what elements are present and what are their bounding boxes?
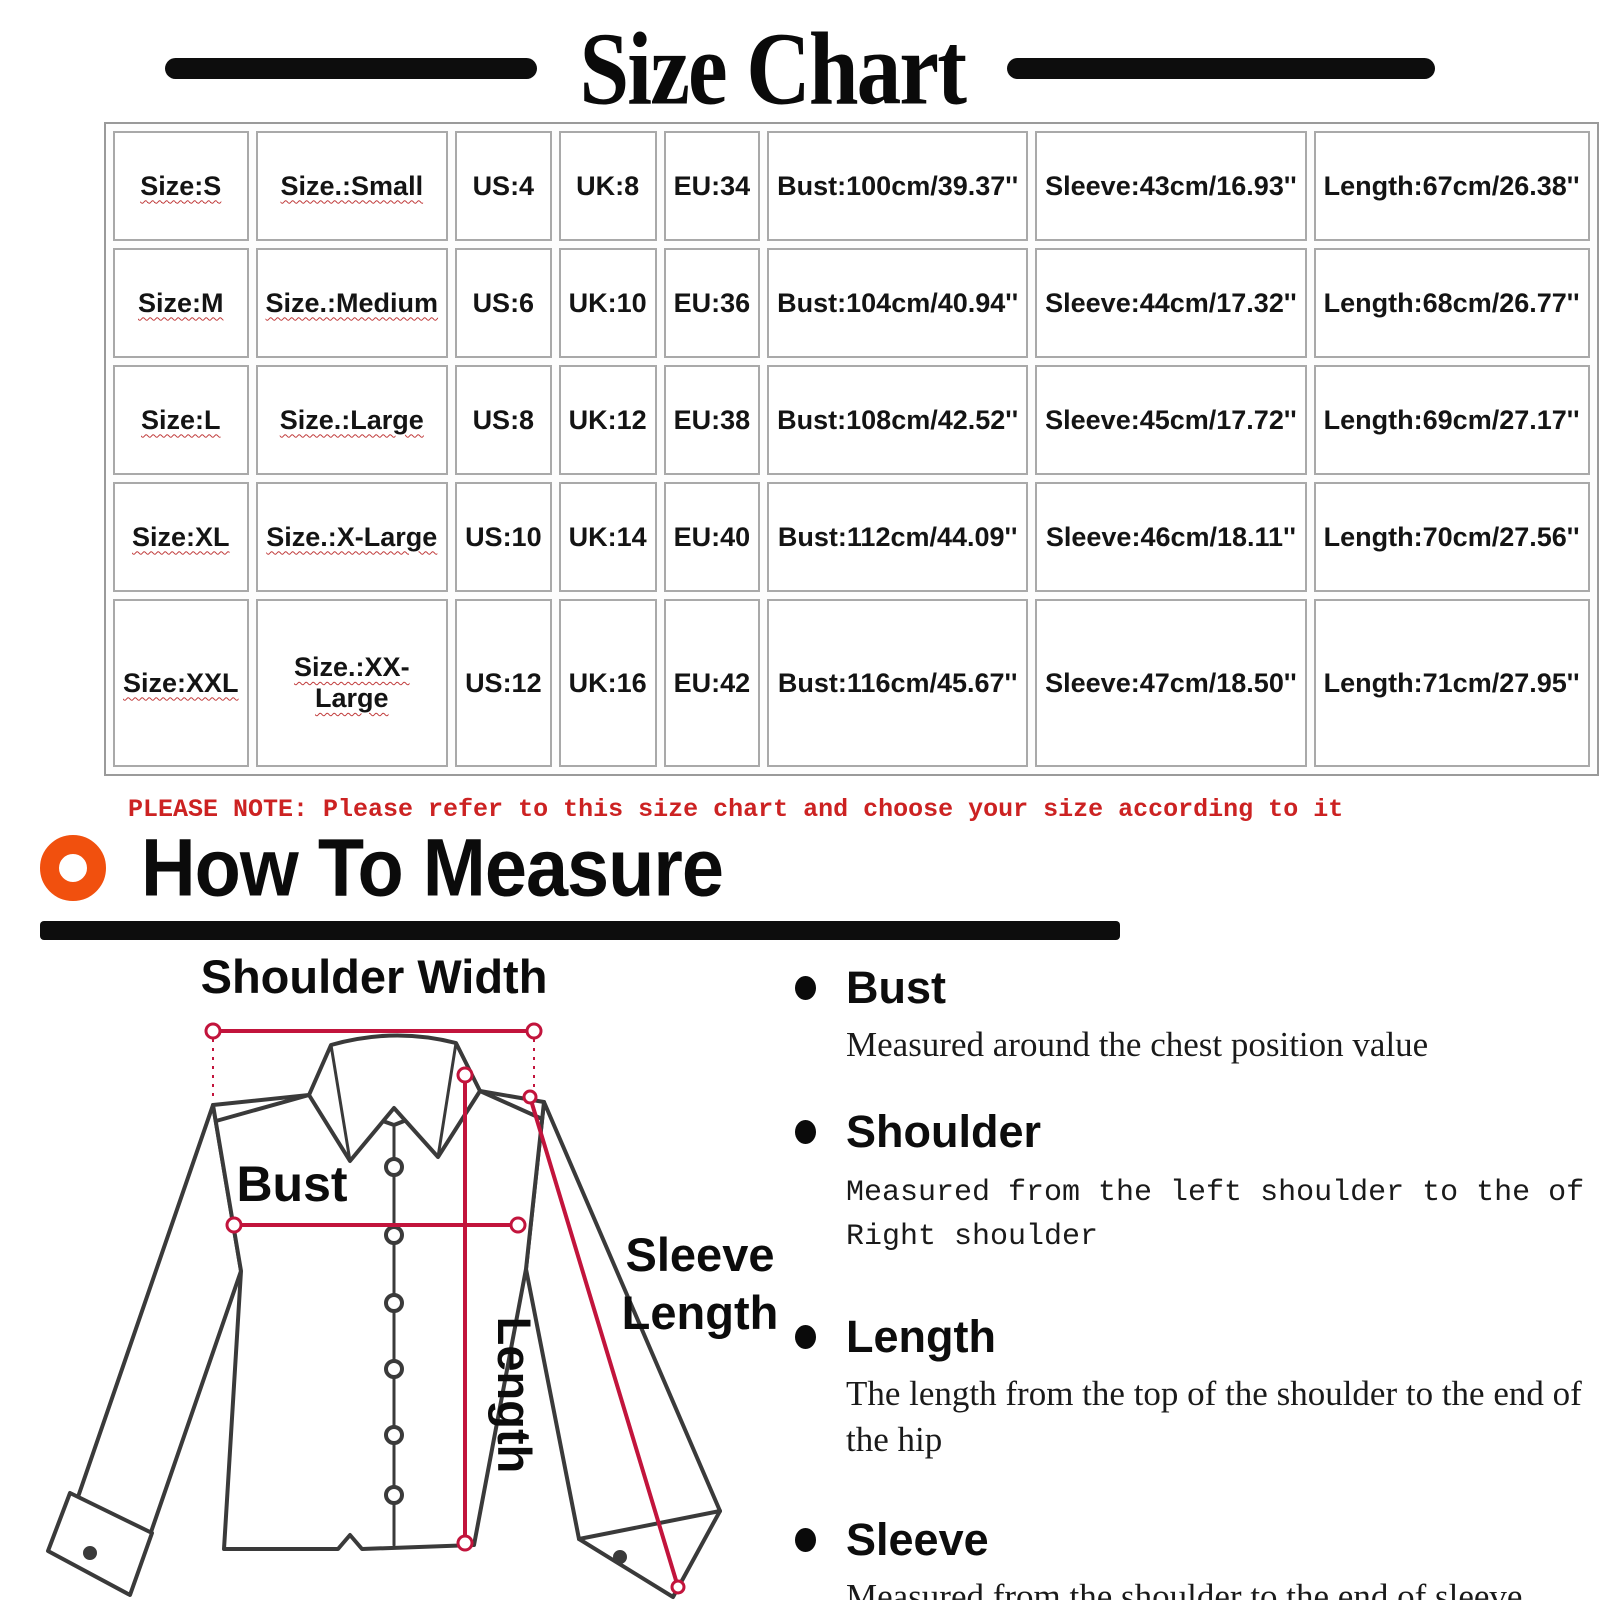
title-rule-right: [1007, 57, 1436, 79]
cell-us: US:4: [455, 131, 552, 241]
measure-item-shoulder: Shoulder Measured from the left shoulder…: [795, 1106, 1590, 1259]
cell-sleeve: Sleeve:44cm/17.32'': [1035, 248, 1307, 358]
cell-eu: EU:34: [663, 131, 761, 241]
cell-size: Size:L: [113, 365, 249, 475]
bullet-dot-icon: [795, 976, 816, 1000]
cell-size: Size:S: [113, 131, 249, 241]
table-row: Size:XL Size.:X-Large US:10 UK:14 EU:40 …: [113, 482, 1590, 592]
cell-length: Length:71cm/27.95'': [1313, 599, 1590, 767]
right-cuff-line: [577, 1509, 722, 1541]
how-to-measure-title: How To Measure: [140, 820, 724, 914]
cell-eu: EU:40: [663, 482, 761, 592]
bullet-dot-icon: [795, 1325, 816, 1350]
cell-bust: Bust:100cm/39.37'': [767, 131, 1029, 241]
measure-item-title: Bust: [846, 962, 946, 1013]
cell-bust: Bust:116cm/45.67'': [767, 599, 1029, 767]
cell-us: US:10: [455, 482, 552, 592]
button-dot: [384, 1225, 404, 1245]
sleeve-length-label-line2: Length: [622, 1286, 779, 1339]
cell-sleeve: Sleeve:47cm/18.50'': [1035, 599, 1307, 767]
cell-uk: UK:16: [558, 599, 657, 767]
cell-size-name: Size.:Small: [255, 131, 449, 241]
cell-bust: Bust:112cm/44.09'': [767, 482, 1029, 592]
cell-size: Size:M: [113, 248, 249, 358]
button-dot: [384, 1157, 404, 1177]
cuff-button: [83, 1546, 97, 1560]
button-dot: [384, 1293, 404, 1313]
page-title: Size Chart: [579, 10, 966, 126]
cell-sleeve: Sleeve:46cm/18.11'': [1035, 482, 1307, 592]
bullet-dot-icon: [795, 1120, 816, 1145]
measure-item-title: Sleeve: [846, 1513, 989, 1565]
cell-length: Length:68cm/26.77'': [1313, 248, 1590, 358]
button-dot: [384, 1425, 404, 1445]
measure-item-desc: Measured from the shoulder to the end of…: [846, 1576, 1523, 1600]
left-yoke-seam: [214, 1093, 311, 1123]
cell-size-name: Size.:XX-Large: [255, 599, 449, 767]
measure-item-length: Length The length from the top of the sh…: [795, 1311, 1590, 1463]
cell-size: Size:XL: [113, 482, 249, 592]
button-dot: [384, 1485, 404, 1505]
cell-us: US:6: [455, 248, 552, 358]
measure-item-title: Shoulder: [846, 1106, 1042, 1158]
please-note-text: PLEASE NOTE: Please refer to this size c…: [128, 795, 1344, 824]
collar-band: [329, 1041, 458, 1163]
cell-us: US:8: [455, 365, 552, 475]
shirt-diagram: Shoulder Width Bust Sleeve Length Length: [46, 950, 779, 1599]
cell-bust: Bust:108cm/42.52'': [767, 365, 1029, 475]
measure-item-desc: Measured from the left shoulder to the o…: [846, 1176, 1585, 1254]
cell-eu: EU:38: [663, 365, 761, 475]
table-row: Size:XXL Size.:XX-Large US:12 UK:16 EU:4…: [113, 599, 1590, 767]
orange-ring-icon: [40, 834, 106, 901]
cell-sleeve: Sleeve:45cm/17.72'': [1035, 365, 1307, 475]
cell-uk: UK:14: [558, 482, 657, 592]
bust-label: Bust: [236, 1156, 347, 1212]
cell-size: Size:XXL: [113, 599, 249, 767]
cell-us: US:12: [455, 599, 552, 767]
header: Size Chart: [0, 8, 1600, 128]
cell-length: Length:67cm/26.38'': [1313, 131, 1590, 241]
size-table: Size:S Size.:Small US:4 UK:8 EU:34 Bust:…: [104, 122, 1599, 776]
bullet-dot-icon: [795, 1527, 816, 1552]
cell-eu: EU:42: [663, 599, 761, 767]
cell-bust: Bust:104cm/40.94'': [767, 248, 1029, 358]
table-row: Size:L Size.:Large US:8 UK:12 EU:38 Bust…: [113, 365, 1590, 475]
left-sleeve: [76, 1103, 243, 1537]
sleeve-length-label-line1: Sleeve: [626, 1228, 775, 1281]
measure-item-bust: Bust Measured around the chest position …: [795, 962, 1590, 1068]
button-dot: [384, 1359, 404, 1379]
left-cuff: [46, 1491, 154, 1597]
right-yoke-seam: [478, 1089, 542, 1120]
cell-size-name: Size.:Medium: [255, 248, 449, 358]
cell-uk: UK:10: [558, 248, 657, 358]
cell-size-name: Size.:X-Large: [255, 482, 449, 592]
measure-list: Bust Measured around the chest position …: [795, 962, 1590, 1600]
sleeve-length-line: [528, 1096, 680, 1588]
heading-underline-bar: [40, 921, 1120, 940]
collar: [307, 1033, 482, 1163]
cell-eu: EU:36: [663, 248, 761, 358]
table-row: Size:M Size.:Medium US:6 UK:10 EU:36 Bus…: [113, 248, 1590, 358]
shoulder-width-label: Shoulder Width: [201, 950, 548, 1003]
table-row: Size:S Size.:Small US:4 UK:8 EU:34 Bust:…: [113, 131, 1590, 241]
cell-uk: UK:12: [558, 365, 657, 475]
cell-uk: UK:8: [558, 131, 657, 241]
length-label: Length: [488, 1317, 541, 1474]
cell-length: Length:70cm/27.56'': [1313, 482, 1590, 592]
how-to-measure-heading: How To Measure: [40, 820, 732, 914]
cell-length: Length:69cm/27.17'': [1313, 365, 1590, 475]
title-rule-left: [164, 57, 537, 79]
cuff-button: [613, 1550, 627, 1564]
cell-size-name: Size.:Large: [255, 365, 449, 475]
measure-item-desc: The length from the top of the shoulder …: [846, 1374, 1582, 1460]
measure-item-title: Length: [846, 1311, 996, 1363]
measure-item-sleeve: Sleeve Measured from the shoulder to the…: [795, 1514, 1590, 1600]
measure-item-desc: Measured around the chest position value: [846, 1025, 1429, 1064]
cell-sleeve: Sleeve:43cm/16.93'': [1035, 131, 1307, 241]
